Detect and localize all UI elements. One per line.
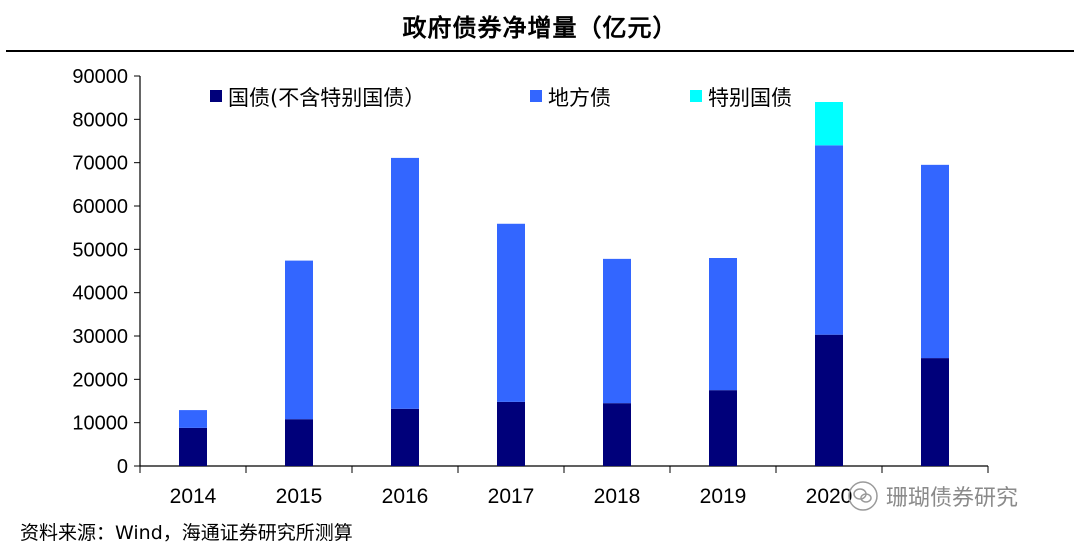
y-tick-label: 20000 bbox=[72, 369, 128, 391]
x-tick-label: 2017 bbox=[488, 485, 535, 508]
y-tick-label: 70000 bbox=[72, 153, 128, 175]
watermark: 珊瑚债券研究 bbox=[848, 480, 1018, 512]
bar-treasury-2020 bbox=[815, 334, 843, 466]
x-tick-label: 2020 bbox=[806, 485, 853, 508]
y-tick-label: 60000 bbox=[72, 196, 128, 218]
x-tick-label: 2015 bbox=[276, 485, 323, 508]
bar-local-2020 bbox=[815, 145, 843, 335]
bar-local-2019 bbox=[709, 258, 737, 391]
legend-label-local: 地方债 bbox=[548, 86, 611, 110]
title-divider bbox=[6, 50, 1074, 52]
y-tick-label: 0 bbox=[117, 456, 128, 478]
bar-treasury-2014 bbox=[179, 427, 207, 466]
y-tick-label: 80000 bbox=[72, 109, 128, 131]
x-tick-label: 2018 bbox=[594, 485, 641, 508]
bar-local-2018 bbox=[603, 258, 631, 404]
bar-treasury-2017 bbox=[497, 401, 525, 466]
y-tick-label: 30000 bbox=[72, 326, 128, 348]
bar-local-2017 bbox=[497, 223, 525, 402]
legend-label-treasury: 国债(不含特别国债） bbox=[228, 86, 425, 110]
legend-swatch-local bbox=[530, 90, 542, 102]
x-tick-label: 2014 bbox=[170, 485, 217, 508]
bar-special-2020 bbox=[815, 102, 843, 146]
wechat-icon bbox=[848, 481, 878, 511]
legend-swatch-treasury bbox=[210, 90, 222, 102]
bar-local-2014 bbox=[179, 410, 207, 428]
y-tick-label: 10000 bbox=[72, 413, 128, 435]
x-tick-label: 2016 bbox=[382, 485, 429, 508]
bar-chart: 0 10000 20000 30000 40000 50000 60000 70000 8000… bbox=[72, 66, 989, 508]
source-note: 资料来源：Wind，海通证券研究所测算 bbox=[20, 522, 353, 544]
legend-swatch-special bbox=[690, 90, 702, 102]
bar-local-extra bbox=[921, 164, 949, 359]
bar-treasury-2015 bbox=[285, 419, 313, 466]
y-tick-label: 90000 bbox=[72, 66, 128, 88]
x-tick-label: 2019 bbox=[700, 485, 747, 508]
watermark-text: 珊瑚债券研究 bbox=[886, 486, 1019, 511]
y-tick-label: 40000 bbox=[72, 283, 128, 305]
chart-title: 政府债券净增量（亿元） bbox=[402, 14, 678, 42]
bar-treasury-2018 bbox=[603, 403, 631, 466]
bar-treasury-2016 bbox=[391, 408, 419, 466]
bar-treasury-extra bbox=[921, 358, 949, 466]
y-tick-label: 50000 bbox=[72, 239, 128, 261]
bar-local-2015 bbox=[285, 260, 313, 420]
legend-label-special: 特别国债 bbox=[708, 86, 792, 110]
bar-local-2016 bbox=[391, 157, 419, 409]
bar-treasury-2019 bbox=[709, 390, 737, 466]
